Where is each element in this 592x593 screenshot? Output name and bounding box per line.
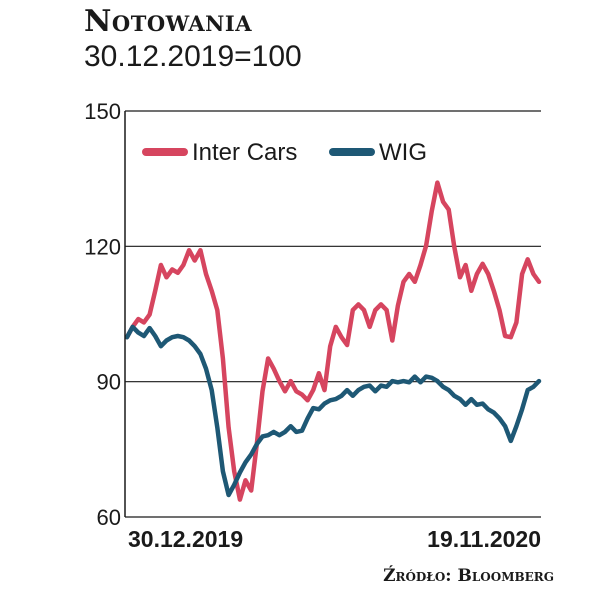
grid-layer bbox=[125, 110, 541, 518]
series-layer bbox=[124, 180, 542, 502]
x-tick-labels: 30.12.2019 19.11.2020 bbox=[128, 526, 541, 552]
series-line-inter-cars bbox=[124, 180, 542, 502]
source-note: Źródło: Bloomberg bbox=[383, 566, 554, 586]
chart-subtitle: 30.12.2019=100 bbox=[84, 40, 302, 73]
y-tick-labels: 150 120 90 60 bbox=[84, 99, 121, 530]
y-tick-label: 60 bbox=[97, 505, 121, 530]
y-tick-label: 120 bbox=[84, 234, 121, 259]
x-tick-label: 30.12.2019 bbox=[128, 526, 243, 552]
legend-label: Inter Cars bbox=[192, 139, 297, 166]
legend-label: WIG bbox=[379, 139, 427, 166]
y-tick-label: 150 bbox=[84, 99, 121, 124]
series-line-wig bbox=[124, 324, 542, 498]
x-tick-label: 19.11.2020 bbox=[427, 526, 541, 552]
legend: Inter Cars WIG bbox=[142, 139, 427, 166]
y-tick-label: 90 bbox=[97, 370, 121, 395]
chart-title: Notowania bbox=[84, 4, 252, 39]
